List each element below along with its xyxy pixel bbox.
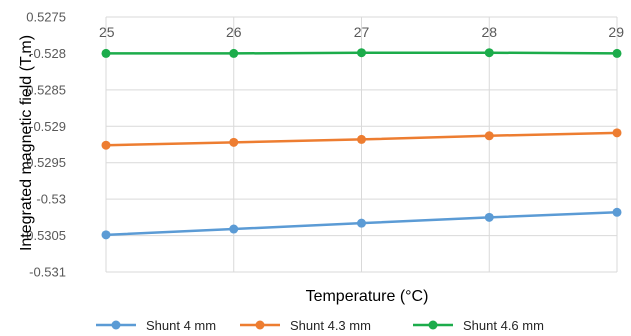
data-point — [612, 48, 622, 58]
data-point — [357, 218, 366, 228]
x-tick-label: 26 — [226, 24, 242, 40]
legend: Shunt 4 mm Shunt 4.3 mm Shunt 4.6 mm — [96, 318, 544, 333]
legend-marker — [428, 320, 438, 330]
series-3 — [101, 48, 622, 58]
x-axis-ticks: 25 26 27 28 29 — [99, 24, 624, 40]
x-tick-label: 29 — [608, 24, 624, 40]
y-tick-label: 0.5295 — [26, 155, 66, 170]
data-point — [229, 137, 239, 147]
data-point — [357, 134, 366, 144]
data-point — [484, 212, 494, 222]
series-lines — [101, 48, 622, 240]
data-point — [101, 230, 111, 240]
data-point — [484, 131, 494, 141]
x-tick-label: 28 — [481, 24, 497, 40]
x-axis-title: Temperature (°C) — [306, 288, 429, 305]
y-tick-label: -0.528 — [29, 46, 66, 61]
y-axis-ticks: 0.5275 -0.528 0.5285 -0.529 0.5295 -0.53 0.530… — [26, 10, 66, 280]
series-1 — [101, 207, 622, 240]
legend-label: Shunt 4.6 mm — [463, 318, 544, 333]
data-point — [229, 224, 239, 234]
y-tick-label: -0.53 — [36, 192, 66, 207]
x-tick-label: 25 — [99, 24, 115, 40]
data-point — [357, 48, 366, 58]
legend-item: Shunt 4 mm — [96, 318, 216, 333]
data-point — [101, 48, 111, 58]
legend-label: Shunt 4.3 mm — [290, 318, 371, 333]
series-2 — [101, 128, 622, 150]
data-point — [229, 48, 239, 58]
data-point — [612, 207, 622, 217]
y-tick-label: -0.531 — [29, 265, 66, 280]
legend-label: Shunt 4 mm — [146, 318, 216, 333]
y-axis-title: Integrated magnetic field (T.m) — [18, 35, 35, 251]
y-tick-label: 0.5305 — [26, 228, 66, 243]
legend-marker — [111, 320, 121, 330]
y-tick-label: 0.5275 — [26, 10, 66, 25]
legend-marker — [255, 320, 265, 330]
x-tick-label: 27 — [354, 24, 370, 40]
data-point — [484, 48, 494, 58]
y-tick-label: -0.529 — [29, 119, 66, 134]
legend-item: Shunt 4.6 mm — [413, 318, 544, 333]
data-point — [101, 140, 111, 150]
y-tick-label: 0.5285 — [26, 82, 66, 97]
data-point — [612, 128, 622, 138]
legend-item: Shunt 4.3 mm — [240, 318, 371, 333]
